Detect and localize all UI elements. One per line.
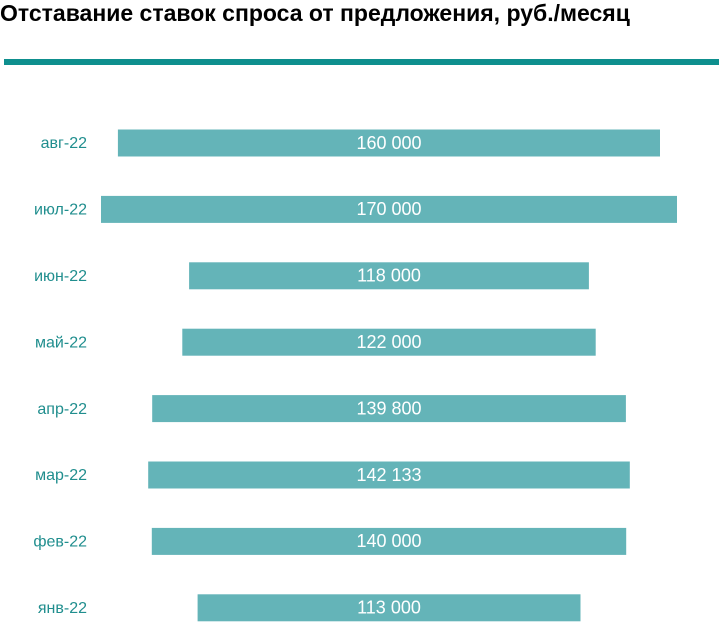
chart-title: Отставание ставок спроса от предложения,… (0, 0, 630, 26)
bar-мар-22 (148, 461, 630, 489)
category-label: фев-22 (33, 534, 87, 551)
value-label: 113 000 (357, 598, 421, 618)
value-label: 170 000 (356, 199, 421, 219)
category-label: авг-22 (41, 135, 87, 152)
bars-layer: авг-22 160 000 июл-22 170 000 июн-22 118 000 м… (33, 129, 677, 622)
category-label: июн-22 (34, 268, 87, 285)
bar-май-22 (182, 328, 596, 356)
bar-авг-22 (117, 129, 660, 157)
value-label: 140 000 (356, 531, 421, 551)
category-label: мар-22 (35, 467, 87, 484)
bar-июл-22 (101, 195, 677, 223)
value-label: 118 000 (357, 266, 421, 286)
value-label: 142 133 (356, 465, 421, 485)
category-label: июл-22 (34, 202, 87, 219)
bar-июн-22 (189, 262, 589, 290)
title-underline (4, 59, 719, 65)
bar-фев-22 (151, 527, 627, 555)
bar-апр-22 (152, 395, 626, 423)
value-label: 160 000 (356, 133, 421, 153)
category-label: янв-22 (38, 600, 87, 617)
value-label: 122 000 (356, 332, 421, 352)
category-label: май-22 (35, 334, 87, 351)
bar-янв-22 (197, 594, 581, 622)
category-label: апр-22 (37, 401, 87, 418)
value-label: 139 800 (356, 398, 421, 418)
